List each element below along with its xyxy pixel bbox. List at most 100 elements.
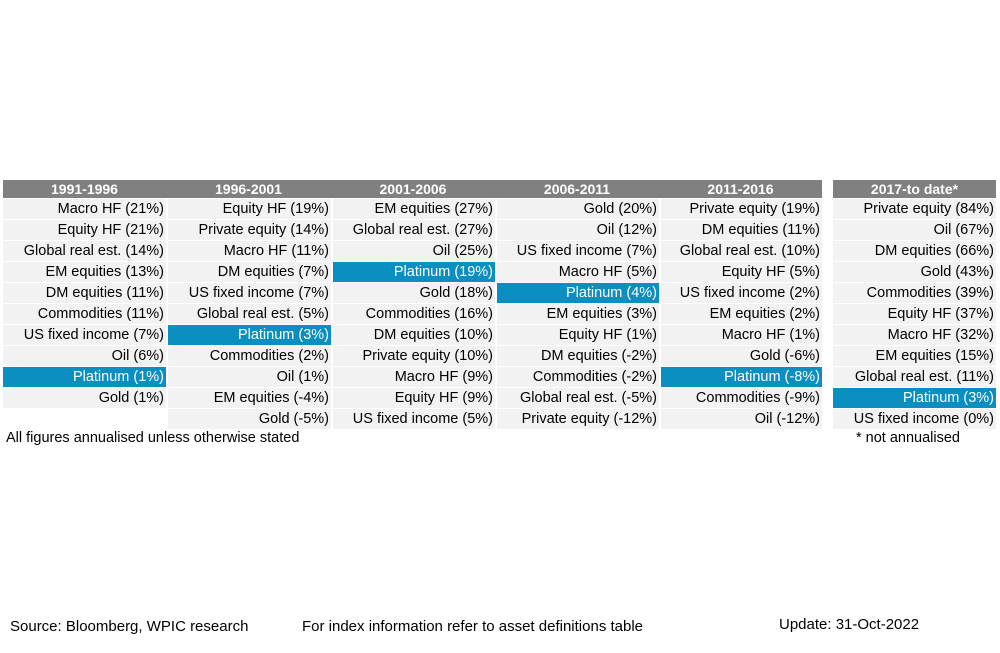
table-cell: Macro HF (9%)	[331, 366, 495, 387]
table-cell: DM equities (-2%)	[495, 345, 659, 366]
table-cell: Platinum (4%)	[495, 282, 659, 303]
table-row: Gold (43%)	[833, 261, 996, 282]
table-cell: DM equities (11%)	[659, 219, 822, 240]
table-cell: Commodities (39%)	[833, 282, 996, 303]
table-row: EM equities (13%) DM equities (7%) Platinu…	[3, 261, 822, 282]
table-cell: Oil (12%)	[495, 219, 659, 240]
table-cell: Global real est. (27%)	[331, 219, 495, 240]
table-cell: US fixed income (0%)	[833, 408, 996, 429]
returns-table: 1991-1996 1996-2001 2001-2006 2006-2011 …	[3, 180, 822, 429]
table-cell: Commodities (11%)	[3, 303, 166, 324]
table-cell: Platinum (-8%)	[659, 366, 822, 387]
table-cell: Equity HF (19%)	[166, 198, 331, 219]
table-cell: DM equities (7%)	[166, 261, 331, 282]
table-row: US fixed income (0%)	[833, 408, 996, 429]
table-cell: DM equities (11%)	[3, 282, 166, 303]
col-header: 2011-2016	[707, 181, 774, 197]
table-cell: US fixed income (5%)	[331, 408, 495, 429]
table-cell: Oil (25%)	[331, 240, 495, 261]
table-row: Macro HF (32%)	[833, 324, 996, 345]
table-cell: Platinum (3%)	[833, 387, 996, 408]
table-cell: Commodities (2%)	[166, 345, 331, 366]
table-cell: Macro HF (32%)	[833, 324, 996, 345]
table-cell: DM equities (66%)	[833, 240, 996, 261]
table-cell: Equity HF (5%)	[659, 261, 822, 282]
table-row: Global real est. (14%) Macro HF (11%) Oil …	[3, 240, 822, 261]
table-cell: US fixed income (7%)	[3, 324, 166, 345]
table-cell: Oil (6%)	[3, 345, 166, 366]
annualised-note: All figures annualised unless otherwise …	[6, 430, 300, 446]
col-header: 2006-2011	[543, 181, 611, 197]
table-cell: Gold (-6%)	[659, 345, 822, 366]
table-cell: US fixed income (7%)	[166, 282, 331, 303]
table-header: 2017-to date*	[833, 180, 996, 198]
table-row: Gold (-5%) US fixed income (5%) Private eq…	[3, 408, 822, 429]
col-header: 1991-1996	[51, 181, 118, 197]
table-row: DM equities (11%) US fixed income (7%) Gol…	[3, 282, 822, 303]
table-body: Macro HF (21%) Equity HF (19%) EM equities…	[3, 198, 822, 429]
table-cell: Gold (1%)	[3, 387, 166, 408]
table-cell: Private equity (84%)	[833, 198, 996, 219]
table-cell: EM equities (3%)	[495, 303, 659, 324]
table-cell: Private equity (19%)	[659, 198, 822, 219]
table-row: Commodities (11%) Global real est. (5%) Co…	[3, 303, 822, 324]
table-row: US fixed income (7%) Platinum (3%) DM equi…	[3, 324, 822, 345]
table-row: Macro HF (21%) Equity HF (19%) EM equities…	[3, 198, 822, 219]
empty-cell	[3, 408, 166, 429]
not-annualised-note: * not annualised	[856, 430, 960, 446]
table-cell: EM equities (-4%)	[166, 387, 331, 408]
col-header: 1996-2001	[215, 181, 282, 197]
table-cell: Equity HF (21%)	[3, 219, 166, 240]
table-row: Oil (6%) Commodities (2%) Private equity (…	[3, 345, 822, 366]
table-cell: DM equities (10%)	[331, 324, 495, 345]
table-cell: Commodities (-9%)	[659, 387, 822, 408]
table-cell: EM equities (2%)	[659, 303, 822, 324]
table-cell: Gold (18%)	[331, 282, 495, 303]
table-cell: Equity HF (1%)	[495, 324, 659, 345]
table-cell: Gold (-5%)	[166, 408, 331, 429]
table-row: Global real est. (11%)	[833, 366, 996, 387]
table-cell: Equity HF (37%)	[833, 303, 996, 324]
table-row: Platinum (3%)	[833, 387, 996, 408]
table-cell: Macro HF (1%)	[659, 324, 822, 345]
table-row: Private equity (84%)	[833, 198, 996, 219]
table-cell: Macro HF (11%)	[166, 240, 331, 261]
update-date: Update: 31-Oct-2022	[779, 616, 920, 633]
table-cell: Global real est. (10%)	[659, 240, 822, 261]
table-cell: Macro HF (5%)	[495, 261, 659, 282]
table-cell: Global real est. (5%)	[166, 303, 331, 324]
table-cell: US fixed income (7%)	[495, 240, 659, 261]
col-header: 2001-2006	[379, 181, 447, 197]
table-cell: Gold (43%)	[833, 261, 996, 282]
table-cell: Equity HF (9%)	[331, 387, 495, 408]
table-row: EM equities (15%)	[833, 345, 996, 366]
table-row: Platinum (1%) Oil (1%) Macro HF (9%) Commod…	[3, 366, 822, 387]
table-cell: Platinum (19%)	[331, 261, 495, 282]
table-row: Commodities (39%)	[833, 282, 996, 303]
table-cell: Global real est. (-5%)	[495, 387, 659, 408]
table-body: Private equity (84%) Oil (67%) DM equities…	[833, 198, 996, 429]
table-cell: Macro HF (21%)	[3, 198, 166, 219]
table-header: 1991-1996 1996-2001 2001-2006 2006-2011 …	[3, 180, 822, 198]
table-cell: US fixed income (2%)	[659, 282, 822, 303]
table-cell: Gold (20%)	[495, 198, 659, 219]
table-cell: Private equity (-12%)	[495, 408, 659, 429]
table-cell: Oil (67%)	[833, 219, 996, 240]
table-cell: Commodities (16%)	[331, 303, 495, 324]
table-cell: Global real est. (14%)	[3, 240, 166, 261]
table-row: Gold (1%) EM equities (-4%) Equity HF (9%)…	[3, 387, 822, 408]
table-cell: Commodities (-2%)	[495, 366, 659, 387]
index-info-text: For index information refer to asset def…	[302, 618, 644, 635]
table-cell: Oil (-12%)	[659, 408, 822, 429]
table-cell: EM equities (13%)	[3, 261, 166, 282]
source-text: Source: Bloomberg, WPIC research	[10, 618, 249, 635]
table-cell: Private equity (10%)	[331, 345, 495, 366]
table-cell: Oil (1%)	[166, 366, 331, 387]
table-row: Oil (67%)	[833, 219, 996, 240]
table-cell: EM equities (27%)	[331, 198, 495, 219]
table-row: Equity HF (37%)	[833, 303, 996, 324]
col-header: 2017-to date*	[870, 181, 959, 197]
table-cell: Platinum (3%)	[166, 324, 331, 345]
table-row: DM equities (66%)	[833, 240, 996, 261]
table-cell: Platinum (1%)	[3, 366, 166, 387]
